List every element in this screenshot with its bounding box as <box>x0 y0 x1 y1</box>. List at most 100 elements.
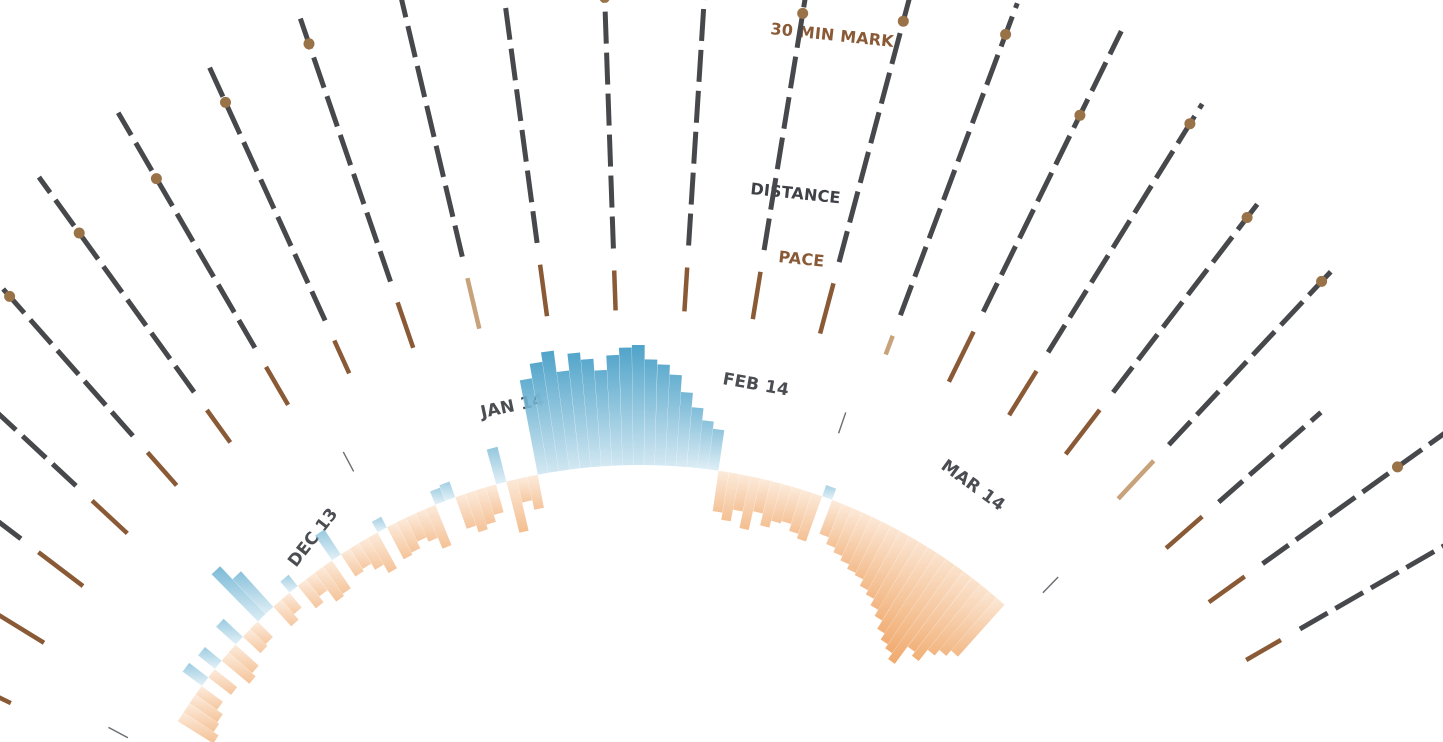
pace-segment <box>465 277 482 330</box>
daily-bar <box>242 629 268 654</box>
thirty-min-mark-dot <box>4 290 16 302</box>
daily-bar <box>425 504 452 549</box>
daily-bar <box>273 599 299 627</box>
daily-bar <box>739 476 761 530</box>
daily-bar <box>877 547 937 634</box>
distance-line <box>686 0 707 246</box>
daily-bar <box>888 565 964 664</box>
daily-bar <box>712 470 729 513</box>
thirty-min-mark-dot <box>1241 212 1253 223</box>
daily-bar <box>826 503 852 548</box>
daily-bar <box>387 522 413 560</box>
distance-line <box>207 65 328 322</box>
daily-bar <box>216 618 243 645</box>
pace-segment <box>611 270 618 311</box>
daily-bar <box>951 597 1005 657</box>
daily-bar <box>182 662 209 686</box>
pace-segment <box>332 339 352 375</box>
daily-bar <box>833 507 862 556</box>
daily-bar <box>847 516 881 573</box>
distance-line <box>1298 543 1443 632</box>
daily-bar <box>359 537 384 570</box>
month-label-feb-14: FEB 14 <box>721 369 790 400</box>
distance-line <box>399 0 465 258</box>
daily-bar <box>232 571 274 614</box>
daily-bar <box>506 479 529 533</box>
daily-bar <box>840 512 872 565</box>
daily-bar <box>733 474 750 512</box>
month-label-dec-13: DEC 13 <box>284 504 342 571</box>
daily-bar <box>485 484 504 515</box>
daily-bar <box>567 352 591 469</box>
daily-bar <box>859 526 900 591</box>
daily-bar <box>580 358 602 468</box>
daily-bar <box>631 345 645 465</box>
thirty-min-mark-dot <box>303 38 315 50</box>
daily-bar <box>195 686 223 710</box>
thirty-min-mark-dot <box>897 15 909 27</box>
daily-bar <box>306 572 328 597</box>
daily-bar <box>349 543 372 569</box>
daily-bar <box>874 541 928 621</box>
month-tick <box>108 726 129 739</box>
daily-bar <box>439 481 456 501</box>
daily-bar <box>371 516 387 533</box>
thirty-min-mark-dot <box>150 173 162 185</box>
daily-bar <box>529 361 559 473</box>
pace-segment <box>1245 638 1283 662</box>
daily-bar <box>455 493 477 529</box>
month-ticks <box>108 412 1059 739</box>
daily-bar <box>644 359 658 466</box>
daily-bar <box>183 703 220 732</box>
daily-bar <box>686 407 704 468</box>
legend-pace-label: PACE <box>778 247 826 271</box>
pace-segment <box>90 499 129 536</box>
pace-segment <box>1164 514 1204 550</box>
pace-segment <box>145 450 179 487</box>
daily-bar <box>465 490 488 533</box>
daily-bar <box>721 472 740 522</box>
pace-segment <box>883 335 895 356</box>
daily-bar <box>911 577 981 661</box>
distance-line <box>1045 102 1205 354</box>
distance-line <box>836 0 912 263</box>
distance-line <box>36 175 197 394</box>
distance-line <box>1261 431 1443 566</box>
daily-bar <box>907 571 972 652</box>
pace-segment <box>264 365 291 407</box>
daily-bar <box>708 428 725 471</box>
pace-segment <box>1207 574 1247 605</box>
daily-bar <box>594 369 612 467</box>
daily-bar <box>870 536 919 610</box>
daily-bar <box>406 513 427 542</box>
distance-line <box>1217 410 1323 504</box>
daily-bar <box>368 532 397 573</box>
daily-bar <box>927 584 989 656</box>
daily-bar <box>314 566 345 602</box>
daily-bar <box>556 370 580 470</box>
pace-segment <box>395 301 416 349</box>
distance-line <box>761 0 808 251</box>
daily-bar <box>527 474 544 510</box>
thirty-min-mark-dot <box>599 0 610 3</box>
daily-bar <box>854 521 891 580</box>
distance-line <box>0 281 135 438</box>
daily-bar <box>323 560 351 594</box>
daily-bar <box>606 354 623 466</box>
pace-segment <box>946 330 976 383</box>
daily-bar <box>865 531 910 599</box>
daily-bar <box>885 558 955 654</box>
daily-bar <box>789 489 812 534</box>
daily-bar <box>654 364 670 466</box>
pace-segment <box>0 695 12 706</box>
daily-bar <box>486 446 507 485</box>
daily-bar <box>516 476 533 503</box>
run-lines <box>0 0 1443 706</box>
daily-bar <box>281 592 302 615</box>
pace-segment <box>1063 408 1102 456</box>
daily-bar <box>177 712 219 742</box>
daily-bar <box>297 579 324 609</box>
daily-bar <box>228 644 259 673</box>
distance-line <box>1166 269 1334 447</box>
